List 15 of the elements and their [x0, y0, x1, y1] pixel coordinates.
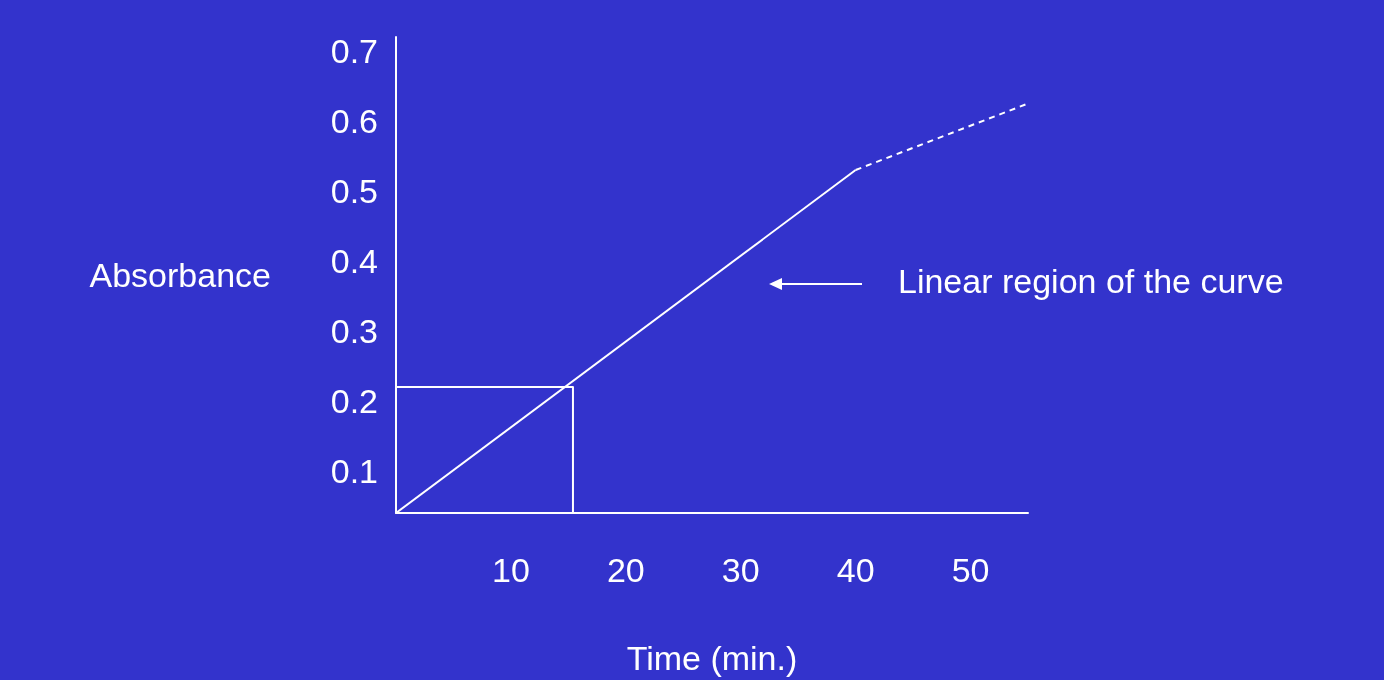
- x-tick-label: 30: [721, 551, 760, 589]
- x-tick-label: 10: [492, 551, 530, 589]
- y-tick-label: 0.7: [330, 32, 378, 70]
- annotation: Linear region of the curve: [898, 262, 1284, 301]
- y-tick-label: 0.3: [330, 312, 378, 350]
- x-axis-title: Time (min.): [626, 639, 798, 677]
- x-tick-label: 20: [606, 551, 645, 589]
- y-axis-title: Absorbance: [89, 256, 271, 294]
- y-tick-label: 0.1: [330, 452, 378, 490]
- x-tick-label: 40: [836, 551, 875, 589]
- y-tick-label: 0.6: [330, 102, 378, 140]
- y-tick-label: 0.5: [330, 172, 378, 210]
- x-tick-label: 50: [951, 551, 990, 589]
- y-tick-label: 0.4: [330, 242, 378, 280]
- y-tick-label: 0.2: [330, 382, 378, 420]
